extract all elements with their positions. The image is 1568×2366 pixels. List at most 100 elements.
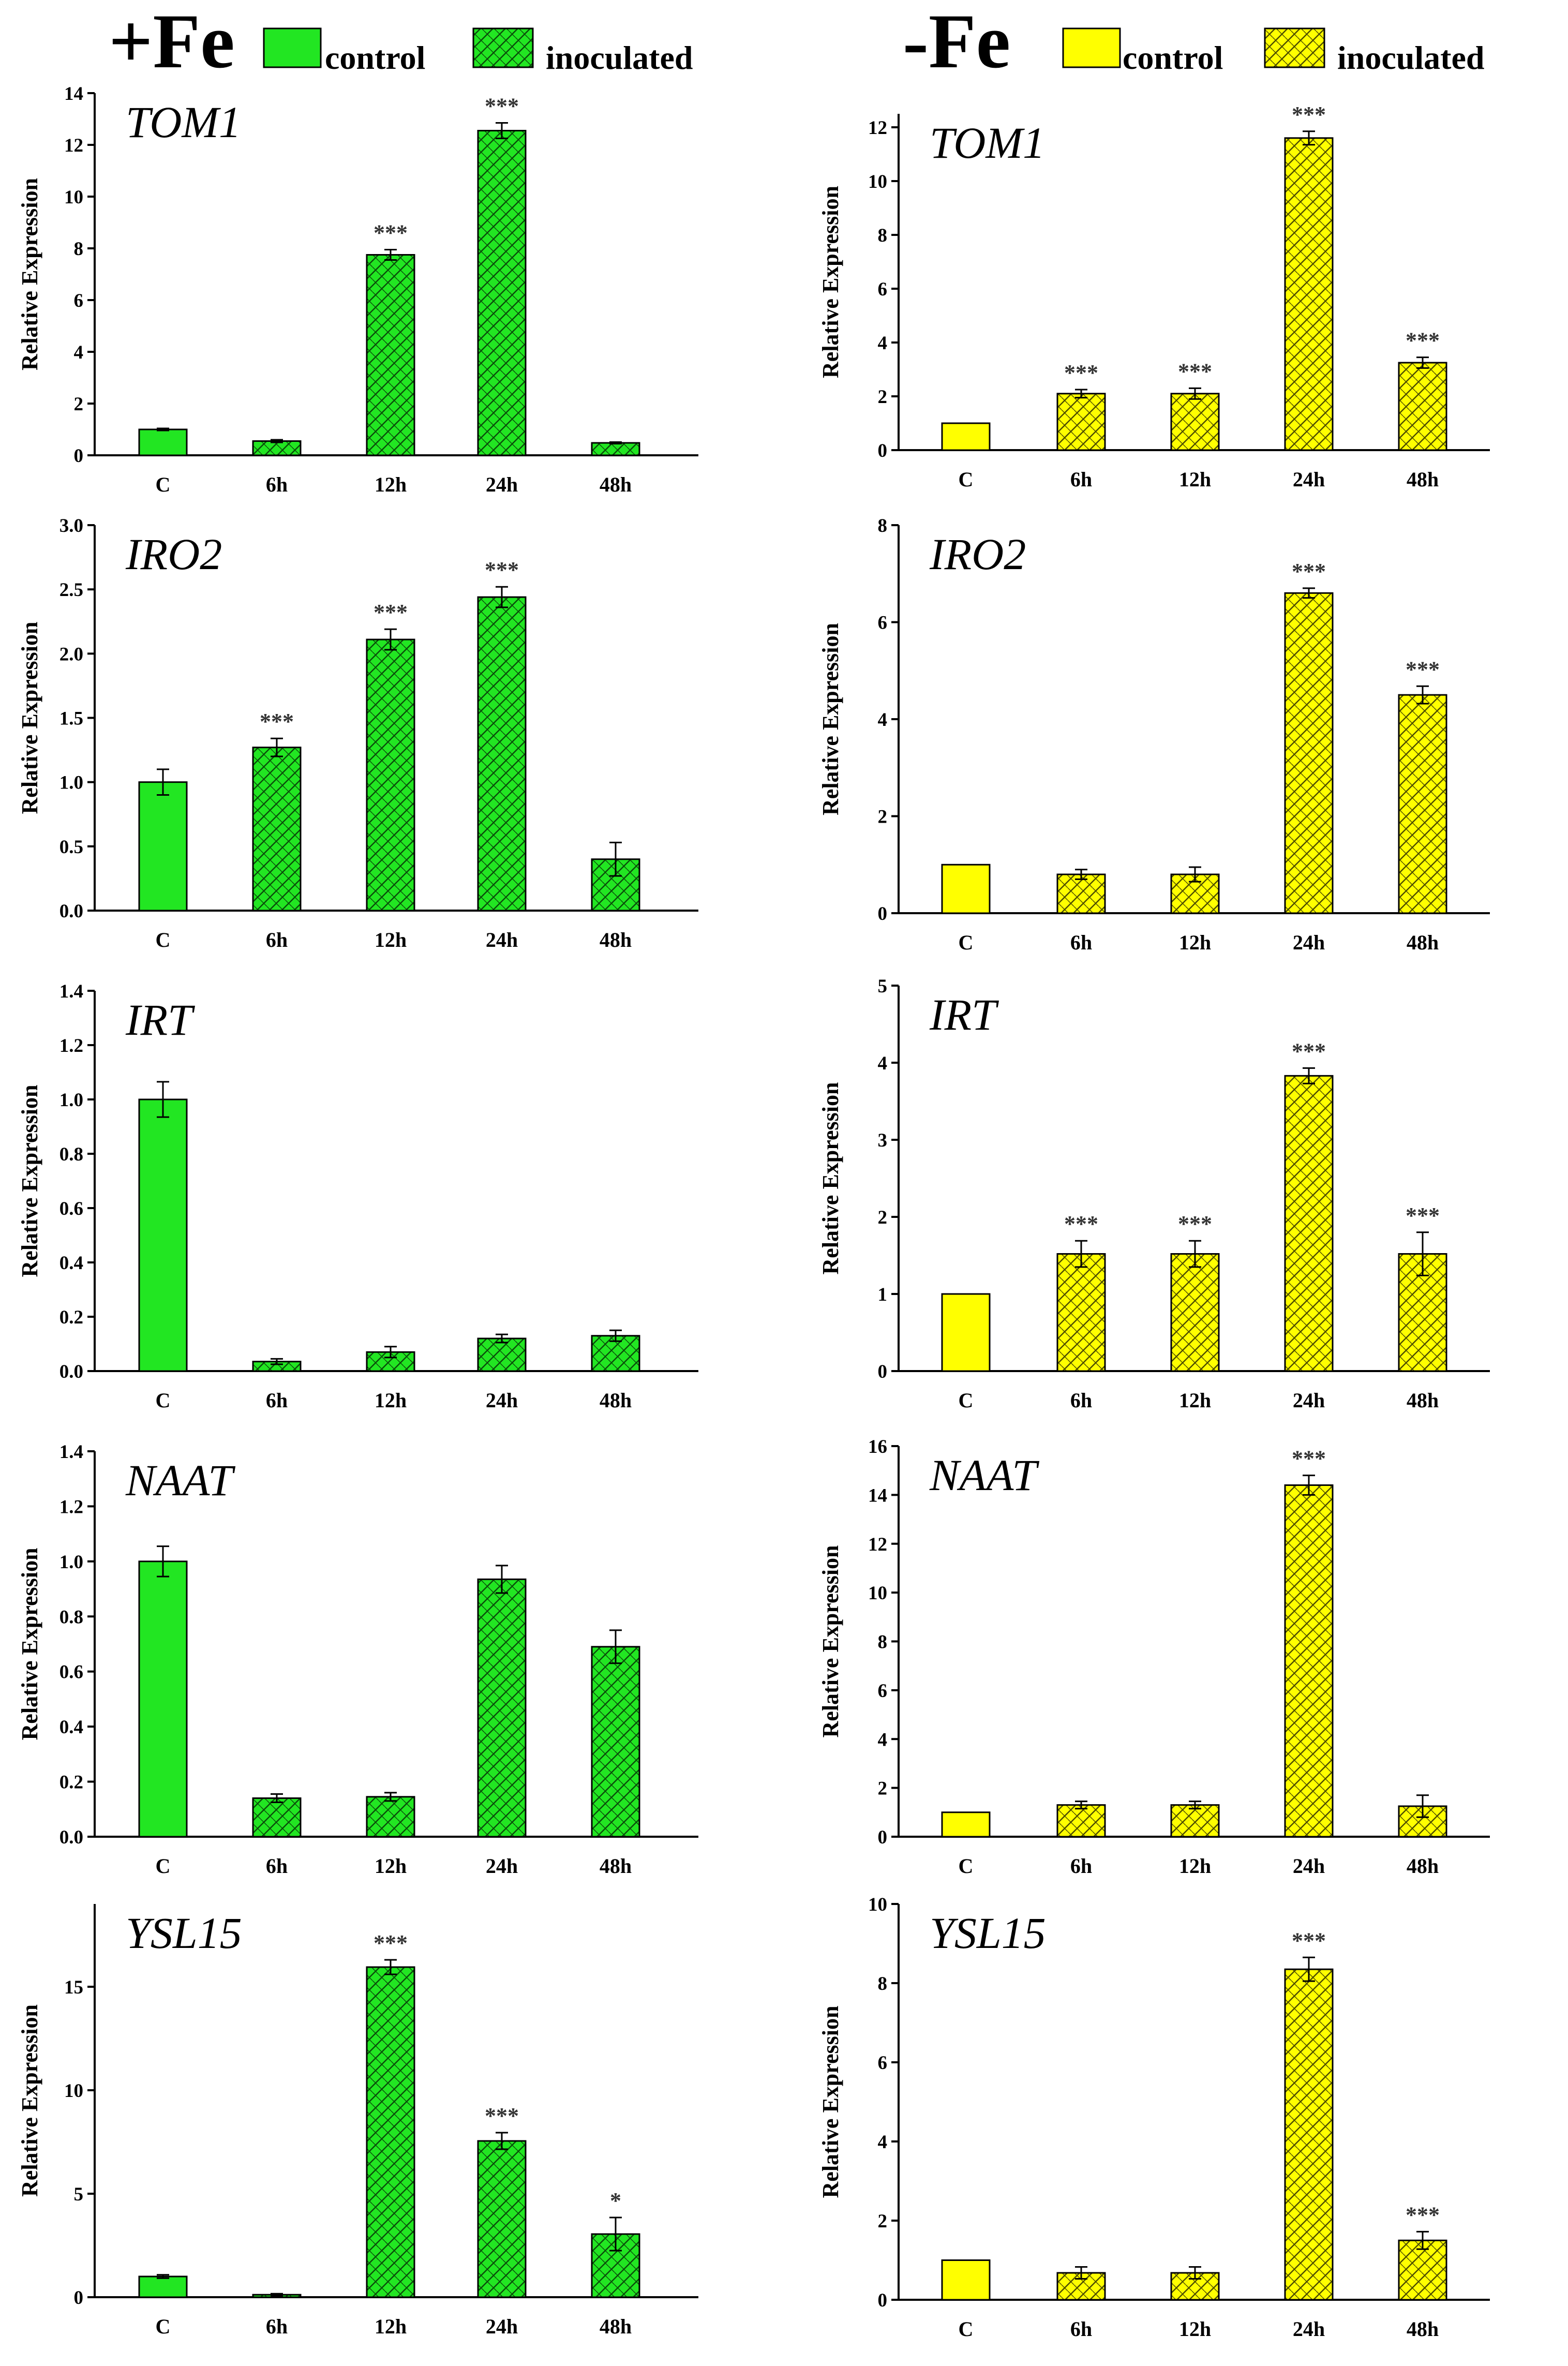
x-tick-label: 24h xyxy=(486,928,518,951)
y-tick-label: 16 xyxy=(868,1436,887,1457)
chart-minus-fe-irt: 0 1 2 3 4 5 Relative Expression IRT C *** 6h *** 12h… xyxy=(818,976,1490,1412)
y-tick-label: 0.0 xyxy=(59,1827,83,1848)
bar-c xyxy=(138,428,188,456)
x-tick-label: 6h xyxy=(1070,931,1092,954)
x-tick-label: 6h xyxy=(266,2315,288,2338)
x-tick-label: 48h xyxy=(600,473,632,496)
gene-name: IRO2 xyxy=(929,529,1026,579)
significance-mark: *** xyxy=(1064,1211,1098,1237)
x-tick-label: 48h xyxy=(600,1389,632,1412)
y-tick-label: 4 xyxy=(74,342,84,363)
bar-6h xyxy=(252,747,302,912)
y-axis-label: Relative Expression xyxy=(17,1548,42,1740)
y-tick-label: 8 xyxy=(74,239,84,260)
x-tick-label: 6h xyxy=(266,1854,288,1878)
y-tick-label: 2.5 xyxy=(59,579,83,601)
significance-mark: *** xyxy=(1178,1211,1212,1237)
significance-mark: *** xyxy=(1064,360,1098,385)
gene-name: IRO2 xyxy=(125,529,222,579)
y-tick-label: 12 xyxy=(868,1534,887,1555)
minus-fe-title: -Fe xyxy=(903,0,1010,84)
bar-24h xyxy=(1284,1075,1334,1372)
legend-inoculated-swatch xyxy=(472,27,534,68)
y-tick-label: 4 xyxy=(878,1053,888,1074)
y-tick-label: 6 xyxy=(74,290,84,311)
significance-mark: *** xyxy=(374,220,408,246)
y-tick-label: 6 xyxy=(878,2052,888,2074)
legend-inoculated-label: inoculated xyxy=(1337,39,1484,76)
x-tick-label: 6h xyxy=(266,928,288,951)
y-tick-label: 2 xyxy=(74,394,84,415)
y-tick-label: 4 xyxy=(878,333,888,354)
gene-name: NAAT xyxy=(929,1450,1039,1500)
y-axis-label: Relative Expression xyxy=(818,186,843,378)
bar-24h xyxy=(477,130,527,456)
x-tick-label: 6h xyxy=(1070,1854,1092,1878)
plus-fe-title: +Fe xyxy=(109,0,235,84)
bar-6h xyxy=(1056,1804,1106,1838)
significance-mark: *** xyxy=(1406,328,1440,353)
x-tick-label: C xyxy=(959,931,974,954)
x-tick-label: C xyxy=(959,2317,974,2341)
bar-c xyxy=(941,2259,991,2301)
bar-12h xyxy=(366,1966,415,2298)
y-axis-label: Relative Expression xyxy=(17,2004,42,2197)
y-tick-label: 0.6 xyxy=(59,1662,83,1683)
bar-c xyxy=(138,781,188,912)
x-tick-label: C xyxy=(959,1389,974,1412)
x-tick-label: 12h xyxy=(375,928,407,951)
bar-6h xyxy=(1056,393,1106,451)
y-tick-label: 1.0 xyxy=(59,1090,83,1111)
y-tick-label: 6 xyxy=(878,1680,888,1702)
x-tick-label: 48h xyxy=(600,928,632,951)
x-tick-label: C xyxy=(959,468,974,491)
bar-24h xyxy=(477,596,527,912)
gene-name: NAAT xyxy=(125,1455,235,1505)
y-tick-label: 10 xyxy=(868,1583,887,1604)
x-tick-label: 24h xyxy=(1293,2317,1325,2341)
y-tick-label: 2 xyxy=(878,2211,888,2232)
y-tick-label: 5 xyxy=(74,2184,84,2205)
y-tick-label: 2 xyxy=(878,1207,888,1228)
y-tick-label: 1.0 xyxy=(59,1552,83,1573)
x-tick-label: 12h xyxy=(1179,2317,1211,2341)
gene-name: IRT xyxy=(929,990,999,1039)
y-tick-label: 3.0 xyxy=(59,515,83,537)
bar-48h xyxy=(591,442,640,456)
x-tick-label: 6h xyxy=(1070,1389,1092,1412)
y-axis-label: Relative Expression xyxy=(818,1082,843,1275)
significance-mark: *** xyxy=(1406,1203,1440,1228)
legend-control-swatch xyxy=(263,27,322,68)
x-tick-label: 48h xyxy=(600,1854,632,1878)
y-tick-label: 8 xyxy=(878,225,888,246)
y-tick-label: 0.4 xyxy=(59,1253,83,1274)
x-tick-label: 48h xyxy=(1407,2317,1439,2341)
y-tick-label: 0 xyxy=(878,1361,888,1382)
significance-mark: *** xyxy=(1406,2202,1440,2227)
bar-c xyxy=(138,2275,188,2298)
significance-mark: * xyxy=(610,2188,621,2213)
bar-24h xyxy=(477,2140,527,2298)
y-tick-label: 4 xyxy=(878,709,888,731)
y-axis-label: Relative Expression xyxy=(818,1545,843,1738)
chart-plus-fe-irt: 0.0 0.2 0.4 0.6 0.8 1.0 1.2 1.4 Relative Express… xyxy=(17,981,698,1412)
y-tick-label: 14 xyxy=(64,83,83,105)
x-tick-label: 6h xyxy=(1070,468,1092,491)
y-tick-label: 8 xyxy=(878,1632,888,1653)
y-tick-label: 4 xyxy=(878,2132,888,2153)
y-axis-label: Relative Expression xyxy=(17,1085,42,1277)
legend-inoculated-swatch xyxy=(1264,27,1325,68)
x-tick-label: 12h xyxy=(375,1389,407,1412)
x-tick-label: 48h xyxy=(600,2315,632,2338)
y-tick-label: 8 xyxy=(878,1973,888,1995)
bar-c xyxy=(941,864,991,914)
bar-12h xyxy=(366,254,415,456)
x-tick-label: C xyxy=(156,928,171,951)
y-tick-label: 4 xyxy=(878,1729,888,1750)
y-tick-label: 1.4 xyxy=(59,1441,83,1463)
y-tick-label: 12 xyxy=(64,135,83,156)
y-tick-label: 10 xyxy=(868,171,887,192)
legend-control-label: control xyxy=(325,39,425,76)
bar-c xyxy=(941,1293,991,1372)
significance-mark: *** xyxy=(1292,1928,1326,1953)
